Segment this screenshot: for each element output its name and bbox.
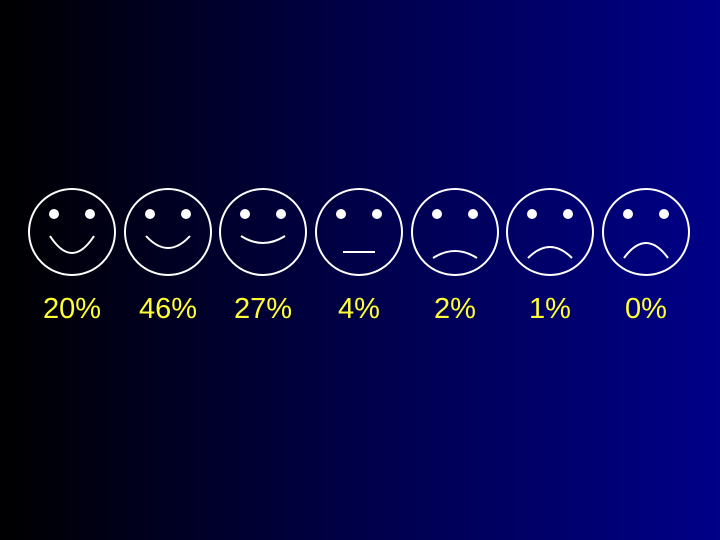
- face-mouth: [145, 235, 191, 249]
- face-outline: [28, 188, 116, 276]
- percentage-label: 4%: [338, 293, 380, 325]
- percentage-label: 20%: [43, 293, 101, 325]
- face-outline: [315, 188, 403, 276]
- face-eye: [659, 209, 669, 219]
- face-mouth: [623, 242, 669, 259]
- face-mouth: [527, 246, 573, 259]
- percentage-label: 27%: [234, 293, 292, 325]
- faces: 20% 46% 27% 4% 2% 1% 0%: [28, 188, 690, 325]
- percentage-label: 0%: [625, 293, 667, 325]
- face-eye: [623, 209, 633, 219]
- face-eye: [181, 209, 191, 219]
- face-mouth: [240, 235, 286, 244]
- face-eye: [527, 209, 537, 219]
- face-eye: [145, 209, 155, 219]
- percentage-label: 46%: [139, 293, 197, 325]
- face-outline: [411, 188, 499, 276]
- face-eye: [372, 209, 382, 219]
- face-eye: [276, 209, 286, 219]
- face-outline: [219, 188, 307, 276]
- face-eye: [432, 209, 442, 219]
- face-eye: [563, 209, 573, 219]
- face-eye: [468, 209, 478, 219]
- face-mouth: [49, 235, 95, 254]
- face-eye: [49, 209, 59, 219]
- face-eye: [336, 209, 346, 219]
- face-outline: [124, 188, 212, 276]
- percentage-label: 1%: [529, 293, 571, 325]
- face-eye: [240, 209, 250, 219]
- face-outline: [506, 188, 594, 276]
- face-eye: [85, 209, 95, 219]
- face-mouth: [432, 250, 478, 259]
- face-outline: [602, 188, 690, 276]
- percentage-label: 2%: [434, 293, 476, 325]
